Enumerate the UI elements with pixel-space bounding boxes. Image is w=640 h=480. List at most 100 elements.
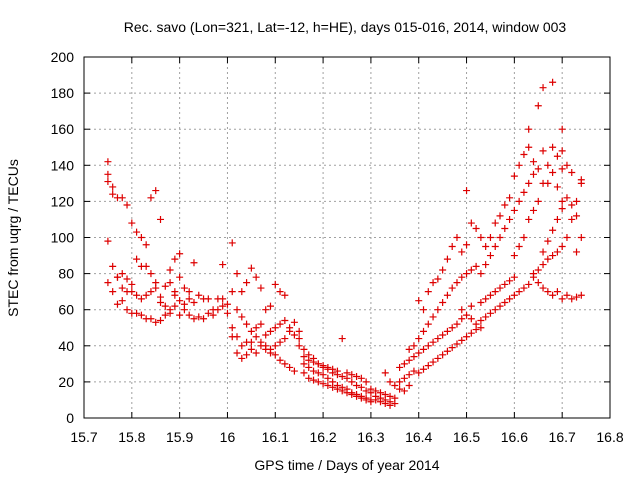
data-point-marker bbox=[137, 311, 145, 319]
data-point-marker bbox=[396, 385, 404, 393]
data-point-marker bbox=[338, 335, 346, 343]
x-tick-label: 16.4 bbox=[405, 429, 432, 445]
data-point-marker bbox=[295, 327, 303, 335]
data-point-marker bbox=[491, 243, 499, 251]
data-point-marker bbox=[142, 291, 150, 299]
data-point-marker bbox=[515, 243, 523, 251]
data-point-marker bbox=[510, 172, 518, 180]
data-point-marker bbox=[133, 255, 141, 263]
data-point-marker bbox=[467, 329, 475, 337]
data-point-marker bbox=[228, 333, 236, 341]
y-tick-label: 0 bbox=[66, 410, 74, 426]
data-point-marker bbox=[113, 300, 121, 308]
data-point-marker bbox=[477, 298, 485, 306]
data-point-marker bbox=[266, 349, 274, 357]
data-point-marker bbox=[133, 291, 141, 299]
data-point-marker bbox=[520, 188, 528, 196]
data-point-marker bbox=[147, 315, 155, 323]
data-point-marker bbox=[171, 302, 179, 310]
data-point-marker bbox=[219, 302, 227, 310]
data-point-marker bbox=[257, 342, 265, 350]
data-point-marker bbox=[496, 212, 504, 220]
data-point-marker bbox=[496, 234, 504, 241]
data-point-marker bbox=[180, 284, 188, 292]
data-point-marker bbox=[458, 248, 466, 256]
data-point-marker bbox=[453, 320, 461, 328]
data-point-marker bbox=[271, 324, 279, 332]
data-point-marker bbox=[166, 279, 174, 287]
data-point-marker bbox=[506, 277, 514, 285]
data-point-marker bbox=[362, 396, 370, 404]
data-point-marker bbox=[486, 234, 494, 241]
data-point-marker bbox=[367, 398, 375, 406]
data-point-marker bbox=[486, 252, 494, 260]
data-point-marker bbox=[525, 125, 533, 133]
data-point-marker bbox=[262, 345, 270, 353]
data-point-marker bbox=[228, 239, 236, 247]
data-point-marker bbox=[262, 306, 270, 314]
data-point-marker bbox=[400, 360, 408, 368]
data-point-marker bbox=[223, 309, 231, 317]
data-point-marker bbox=[424, 288, 432, 296]
data-point-marker bbox=[195, 313, 203, 321]
data-point-marker bbox=[429, 358, 437, 366]
y-tick-label: 200 bbox=[51, 49, 75, 65]
data-point-marker bbox=[525, 179, 533, 187]
data-point-marker bbox=[362, 378, 370, 386]
data-point-marker bbox=[491, 288, 499, 296]
data-point-marker bbox=[219, 295, 227, 303]
data-point-marker bbox=[558, 125, 566, 133]
x-tick-label: 15.9 bbox=[166, 429, 193, 445]
data-point-marker bbox=[109, 190, 117, 198]
data-point-marker bbox=[353, 382, 361, 390]
data-point-marker bbox=[553, 215, 561, 223]
data-point-marker bbox=[553, 248, 561, 256]
data-point-marker bbox=[529, 170, 537, 178]
data-point-marker bbox=[157, 215, 165, 223]
data-point-marker bbox=[467, 302, 475, 310]
data-point-marker bbox=[558, 147, 566, 155]
data-point-marker bbox=[477, 324, 485, 332]
data-point-marker bbox=[319, 380, 327, 388]
data-point-marker bbox=[443, 291, 451, 299]
data-point-marker bbox=[563, 234, 571, 241]
data-point-marker bbox=[276, 288, 284, 296]
data-point-marker bbox=[558, 205, 566, 213]
y-tick-label: 120 bbox=[51, 193, 75, 209]
data-point-marker bbox=[238, 313, 246, 321]
data-point-marker bbox=[434, 306, 442, 314]
data-point-marker bbox=[118, 284, 126, 292]
data-point-marker bbox=[300, 353, 308, 361]
data-point-marker bbox=[491, 219, 499, 227]
data-point-marker bbox=[233, 349, 241, 357]
x-tick-label: 16.6 bbox=[501, 429, 528, 445]
data-point-marker bbox=[415, 369, 423, 377]
data-point-marker bbox=[477, 270, 485, 278]
data-point-marker bbox=[176, 297, 184, 305]
data-point-marker bbox=[137, 234, 145, 241]
data-point-marker bbox=[238, 342, 246, 350]
data-point-marker bbox=[152, 318, 160, 326]
data-point-marker bbox=[128, 280, 136, 288]
data-point-marker bbox=[338, 387, 346, 395]
data-point-marker bbox=[539, 284, 547, 292]
data-point-marker bbox=[472, 224, 480, 232]
data-point-marker bbox=[396, 378, 404, 386]
data-point-marker bbox=[376, 398, 384, 406]
grid-lines bbox=[84, 57, 610, 418]
data-points bbox=[104, 78, 585, 409]
data-point-marker bbox=[262, 331, 270, 339]
data-point-marker bbox=[238, 354, 246, 362]
y-tick-label: 180 bbox=[51, 85, 75, 101]
data-point-marker bbox=[133, 228, 141, 236]
data-point-marker bbox=[357, 374, 365, 382]
data-point-marker bbox=[319, 371, 327, 379]
data-point-marker bbox=[310, 358, 318, 366]
data-point-marker bbox=[357, 394, 365, 402]
data-point-marker bbox=[247, 264, 255, 272]
data-point-marker bbox=[568, 169, 576, 177]
data-point-marker bbox=[573, 293, 581, 301]
data-point-marker bbox=[577, 234, 585, 241]
data-point-marker bbox=[185, 288, 193, 296]
data-point-marker bbox=[305, 356, 313, 364]
